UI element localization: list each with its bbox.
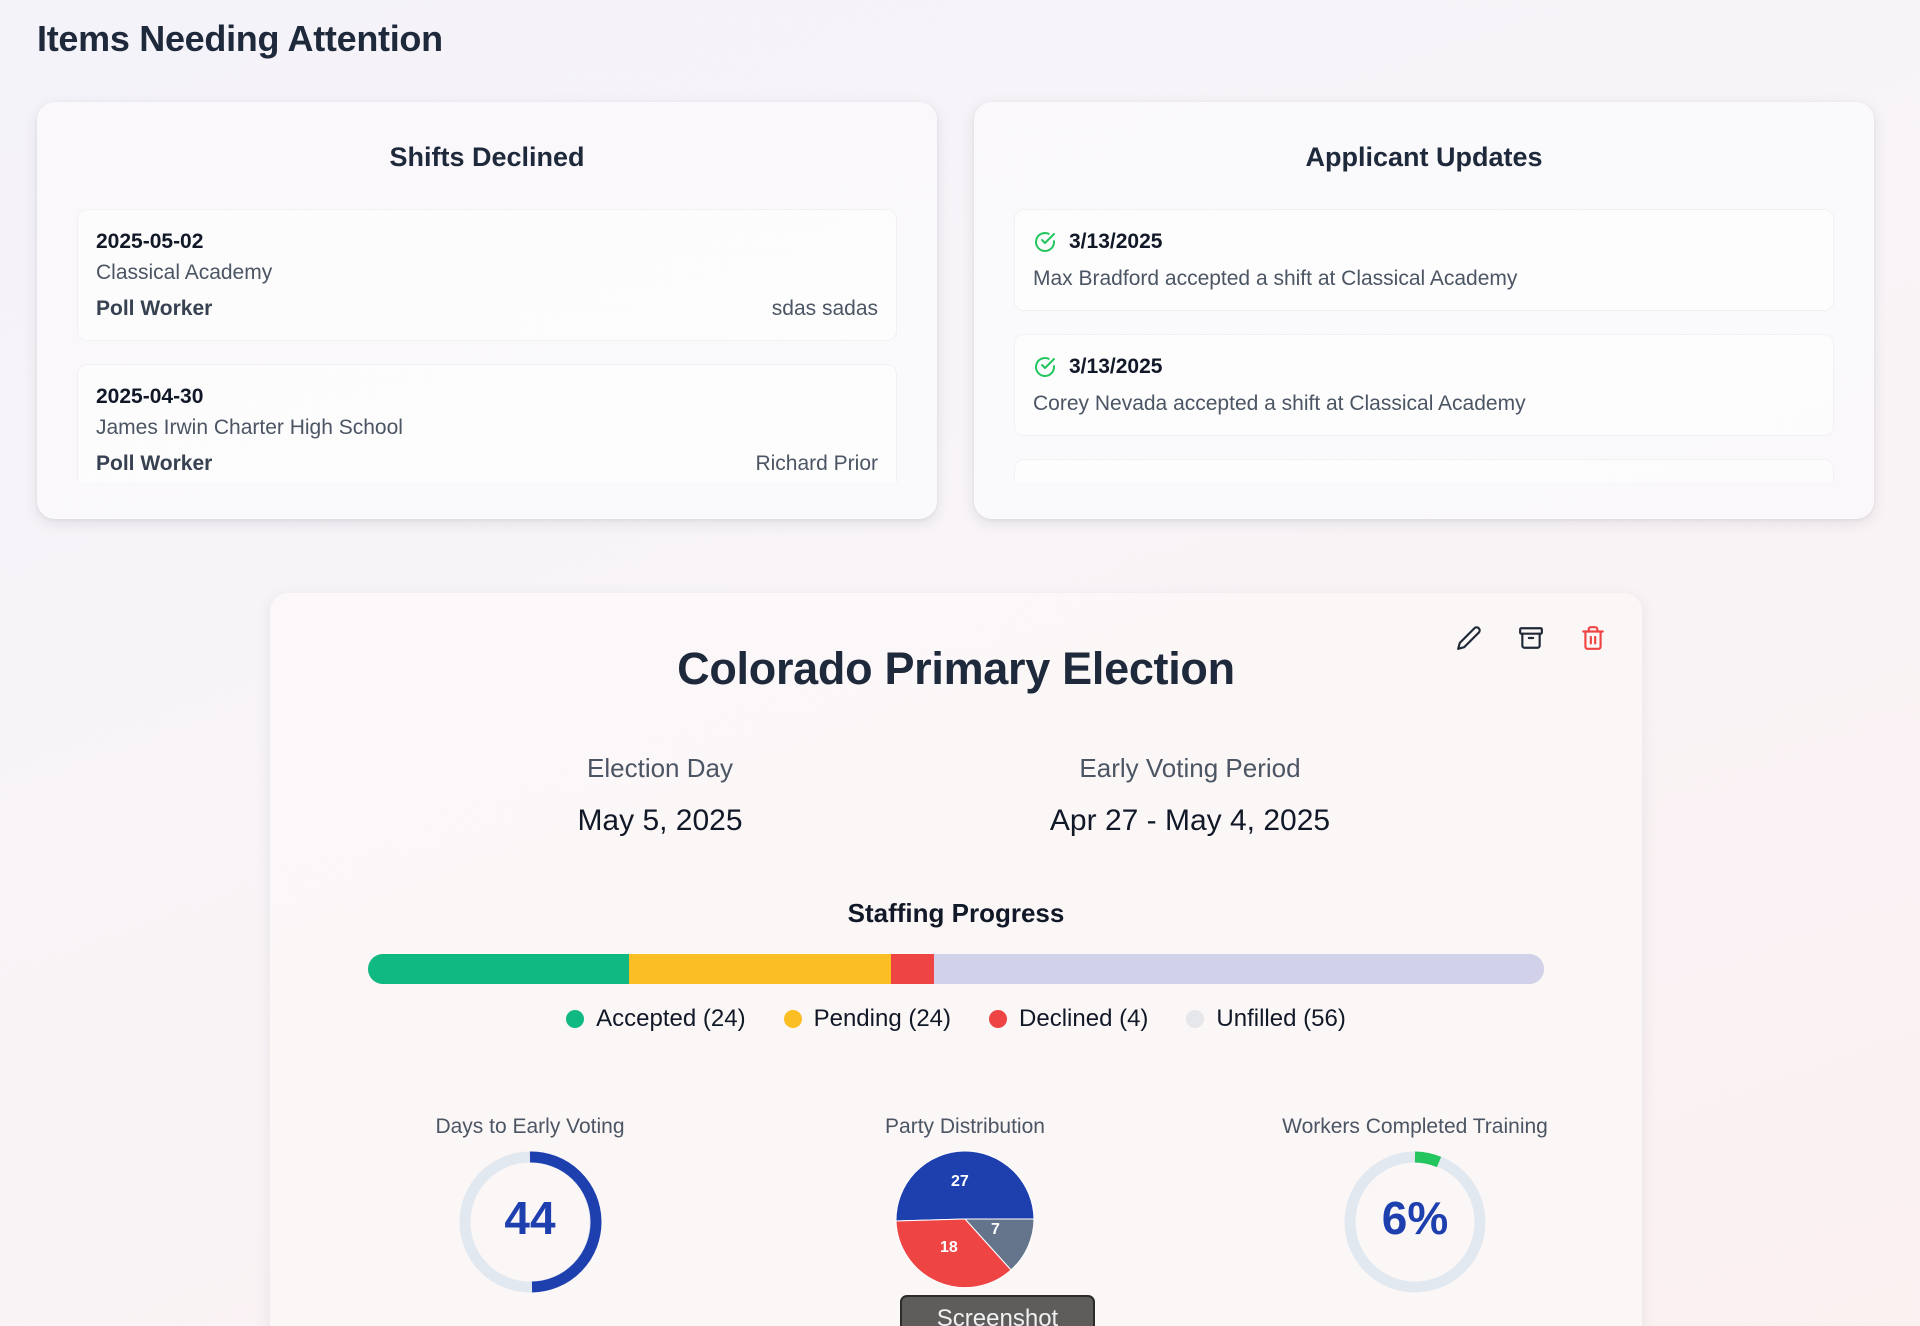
legend-dot-icon — [566, 1010, 585, 1028]
applicant-update-text: Max Bradford accepted a shift at Classic… — [1033, 267, 1518, 290]
shifts-declined-title: Shifts Declined — [389, 142, 585, 172]
pencil-icon — [1456, 625, 1482, 656]
page-title: Items Needing Attention — [37, 18, 443, 59]
party-distribution-metric: Party Distribution 27 7 18 — [815, 1115, 1115, 1289]
applicant-update-date: 3/13/2025 — [1069, 355, 1163, 378]
declined-shift-location: Classical Academy — [96, 261, 273, 284]
days-to-early-voting-label: Days to Early Voting — [435, 1115, 625, 1138]
declined-shift-location: James Irwin Charter High School — [96, 416, 403, 439]
legend-dot-icon — [783, 1010, 802, 1028]
applicant-update-card[interactable]: 3/13/2025 Max Bradford accepted a shift … — [1014, 209, 1834, 311]
legend-item-declined: Declined (4) — [989, 1005, 1148, 1033]
staffing-segment-declined — [890, 954, 935, 984]
check-circle-icon — [1033, 355, 1057, 379]
archive-icon — [1518, 625, 1544, 656]
shifts-declined-list[interactable]: 2025-05-02 Classical Academy Poll Worker… — [77, 209, 897, 482]
election-title: Colorado Primary Election — [677, 643, 1235, 694]
legend-label: Declined (4) — [1019, 1005, 1149, 1032]
applicant-updates-title: Applicant Updates — [1305, 142, 1543, 172]
declined-shift-date: 2025-05-02 — [96, 230, 204, 253]
party-slice-label: 18 — [940, 1239, 958, 1256]
applicant-updates-panel: Applicant Updates 3/13/2025 Max Bradford… — [974, 102, 1874, 519]
early-voting-block: Early Voting Period Apr 27 - May 4, 2025 — [1040, 753, 1340, 838]
declined-shift-person: Richard Prior — [755, 452, 878, 475]
legend-item-pending: Pending (24) — [783, 1005, 952, 1033]
applicant-update-card[interactable]: 3/13/2025 Corey Nevada accepted a shift … — [1014, 334, 1834, 436]
legend-label: Unfilled (56) — [1216, 1005, 1346, 1032]
delete-election-button[interactable] — [1580, 625, 1606, 656]
party-slice-label: 7 — [991, 1221, 1000, 1238]
shifts-declined-panel: Shifts Declined 2025-05-02 Classical Aca… — [37, 102, 937, 519]
training-value: 6% — [1381, 1192, 1449, 1244]
declined-shift-role: Poll Worker — [96, 297, 213, 320]
election-day-value: May 5, 2025 — [577, 804, 743, 837]
declined-shift-role: Poll Worker — [96, 452, 213, 475]
party-distribution-label: Party Distribution — [885, 1115, 1045, 1138]
training-gauge: 6% — [1342, 1149, 1488, 1295]
legend-dot-icon — [1186, 1010, 1205, 1028]
days-to-early-voting-metric: Days to Early Voting 44 — [380, 1115, 680, 1295]
applicant-update-text: Corey Nevada accepted a shift at Classic… — [1033, 392, 1526, 415]
party-distribution-pie: 27 7 18 — [895, 1149, 1035, 1289]
declined-shift-person: sdas sadas — [771, 297, 878, 320]
party-slice-label: 27 — [951, 1173, 969, 1190]
training-metric: Workers Completed Training 6% — [1240, 1115, 1590, 1295]
staffing-segment-unfilled — [934, 954, 1544, 984]
applicant-update-card-clipped[interactable] — [1014, 459, 1834, 482]
screenshot-tooltip: Screenshot — [900, 1295, 1095, 1326]
staffing-progress-title: Staffing Progress — [847, 898, 1065, 928]
declined-shift-date: 2025-04-30 — [96, 385, 204, 408]
legend-label: Pending (24) — [813, 1005, 952, 1032]
days-to-early-voting-value: 44 — [504, 1192, 556, 1244]
check-circle-icon — [1033, 230, 1057, 254]
archive-election-button[interactable] — [1518, 625, 1544, 656]
declined-shift-card[interactable]: 2025-04-30 James Irwin Charter High Scho… — [77, 364, 897, 482]
election-day-block: Election Day May 5, 2025 — [550, 753, 770, 838]
staffing-legend: Accepted (24) Pending (24) Declined (4) Unf… — [270, 1005, 1642, 1033]
early-voting-label: Early Voting Period — [1079, 753, 1301, 783]
early-voting-value: Apr 27 - May 4, 2025 — [1049, 804, 1331, 837]
check-circle-icon — [1033, 480, 1057, 482]
election-actions — [1456, 625, 1606, 656]
staffing-segment-pending — [629, 954, 891, 984]
legend-item-unfilled: Unfilled (56) — [1186, 1005, 1346, 1033]
staffing-segment-accepted — [368, 954, 630, 984]
legend-item-accepted: Accepted (24) — [566, 1005, 746, 1033]
days-to-early-voting-gauge: 44 — [457, 1149, 603, 1295]
applicant-updates-list[interactable]: 3/13/2025 Max Bradford accepted a shift … — [1014, 209, 1834, 482]
edit-election-button[interactable] — [1456, 625, 1482, 656]
legend-dot-icon — [989, 1010, 1008, 1028]
applicant-update-date: 3/13/2025 — [1069, 230, 1163, 253]
election-card: Colorado Primary Election Election Day M… — [270, 593, 1642, 1326]
legend-label: Accepted (24) — [596, 1005, 746, 1032]
staffing-progress-bar — [368, 954, 1544, 984]
trash-icon — [1580, 625, 1606, 656]
election-day-label: Election Day — [587, 753, 733, 783]
declined-shift-card[interactable]: 2025-05-02 Classical Academy Poll Worker… — [77, 209, 897, 341]
training-label: Workers Completed Training — [1282, 1115, 1548, 1138]
